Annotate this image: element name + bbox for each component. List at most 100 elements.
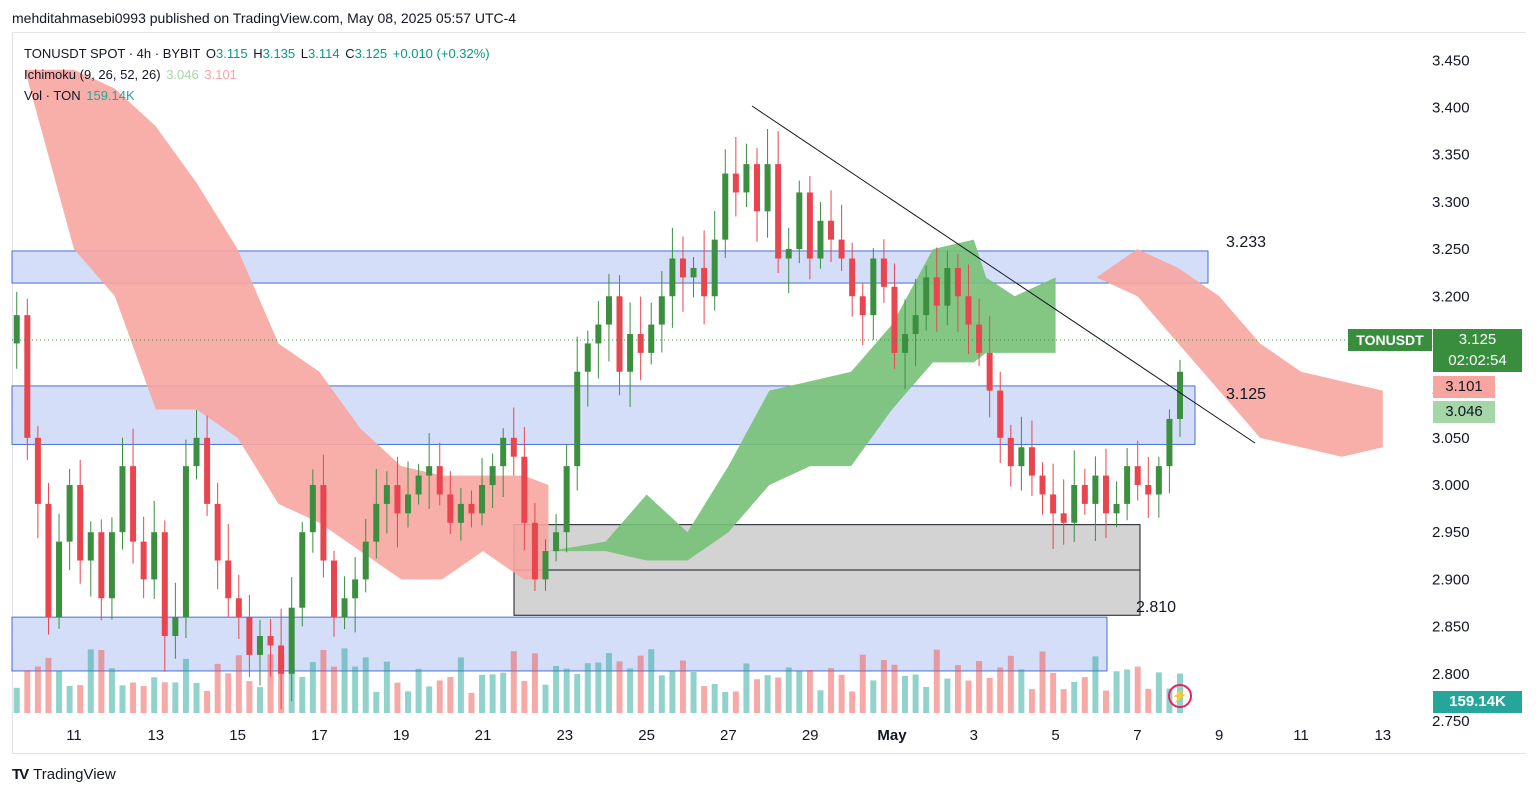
x-tick-7: 25 — [638, 727, 655, 744]
x-tick-6: 23 — [556, 727, 573, 744]
legend-o-label: O — [205, 46, 217, 61]
volume-bar-45 — [489, 674, 496, 713]
y-tick-5: 3.200 — [1432, 288, 1470, 305]
x-tick-9: 29 — [802, 727, 819, 744]
volume-bar-100 — [1071, 681, 1078, 713]
x-tick-3: 17 — [311, 727, 328, 744]
candle-body-6 — [77, 485, 84, 561]
candle-body-69 — [743, 164, 750, 193]
candle-body-61 — [658, 296, 665, 325]
legend-ichimoku: Ichimoku (9, 26, 52, 26) 3.046 3.101 — [24, 67, 239, 82]
candle-body-100 — [1071, 485, 1078, 523]
candle-body-37 — [405, 494, 412, 514]
ichimoku-value-b: 3.101 — [204, 67, 237, 82]
candle-body-29 — [320, 485, 327, 561]
tradingview-icon: TV — [12, 766, 29, 783]
legend-ohlc: TONUSDT SPOT · 4h · BYBIT O3.115 H3.135 … — [24, 46, 492, 61]
x-tick-2: 15 — [229, 727, 246, 744]
x-tick-8: 27 — [720, 727, 737, 744]
volume-bar-19 — [214, 663, 221, 713]
candle-body-1 — [24, 315, 31, 438]
candle-body-14 — [161, 532, 168, 637]
candle-body-19 — [214, 503, 221, 561]
y-tick-12: 2.850 — [1432, 619, 1470, 636]
candle-body-31 — [341, 598, 348, 618]
candle-body-105 — [1124, 466, 1131, 504]
volume-bar-107 — [1145, 688, 1152, 713]
volume-bar-7 — [87, 649, 94, 713]
candle-body-34 — [373, 503, 380, 542]
volume-bar-29 — [320, 649, 327, 713]
volume-bar-53 — [574, 674, 581, 713]
volume-bar-23 — [256, 687, 263, 713]
volume-bar-15 — [172, 682, 179, 713]
volume-bar-51 — [553, 665, 560, 713]
volume-bar-103 — [1102, 690, 1109, 713]
volume-bar-104 — [1113, 671, 1120, 713]
volume-bar-3 — [45, 657, 52, 713]
candle-body-16 — [182, 466, 189, 618]
candle-body-95 — [1018, 447, 1025, 467]
candle-body-53 — [574, 371, 581, 467]
volume-bar-8 — [98, 649, 105, 713]
candle-body-55 — [595, 324, 602, 344]
volume-bar-87 — [933, 649, 940, 713]
candle-body-18 — [204, 437, 211, 504]
x-tick-0: 11 — [66, 727, 82, 744]
candle-body-3 — [45, 503, 52, 618]
candle-body-103 — [1102, 475, 1109, 514]
volume-bar-42 — [457, 657, 464, 713]
volume-bar-68 — [732, 691, 739, 713]
volume-bar-80 — [859, 654, 866, 713]
candle-body-40 — [436, 466, 443, 495]
x-tick-16: 13 — [1374, 727, 1391, 744]
volume-bar-78 — [838, 674, 845, 713]
candle-body-38 — [415, 475, 422, 495]
volume-bar-32 — [352, 666, 359, 713]
candle-body-84 — [902, 334, 909, 353]
x-tick-15: 11 — [1293, 727, 1309, 744]
volume-bar-38 — [415, 668, 422, 713]
candle-body-78 — [838, 239, 845, 259]
volume-bar-108 — [1155, 672, 1162, 713]
volume-bar-88 — [944, 678, 951, 713]
candle-body-88 — [944, 267, 951, 306]
volume-bar-9 — [108, 668, 115, 713]
last-price-value: 3.125 — [1458, 331, 1497, 348]
candles-layer — [13, 128, 1183, 710]
volume-bar-92 — [986, 677, 993, 713]
annotation-upper-zone: 3.233 — [1226, 234, 1267, 251]
ichimoku-cloud-bear-2 — [986, 249, 1383, 457]
volume-bar-95 — [1018, 669, 1025, 713]
volume-bar-85 — [912, 674, 919, 713]
candle-body-57 — [616, 296, 623, 372]
candle-body-11 — [130, 466, 137, 542]
candle-body-72 — [775, 164, 782, 259]
candle-body-58 — [627, 334, 634, 372]
volume-bar-14 — [161, 682, 168, 713]
volume-bar-67 — [722, 692, 729, 713]
volume-bar-94 — [1007, 655, 1014, 713]
candle-body-44 — [479, 485, 486, 514]
y-tick-14: 2.750 — [1432, 713, 1470, 730]
candle-body-2 — [34, 437, 41, 504]
volume-tag: 159.14K — [1433, 691, 1522, 713]
support-zone-2 — [11, 616, 1108, 672]
candle-body-28 — [309, 485, 316, 533]
y-tick-1: 3.400 — [1432, 100, 1470, 117]
candle-body-66 — [711, 239, 718, 297]
legend-symbol: TONUSDT SPOT · 4h · BYBIT — [24, 46, 201, 61]
volume-bar-30 — [330, 666, 337, 713]
candle-body-27 — [299, 532, 306, 608]
volume-bar-49 — [531, 653, 538, 713]
volume-bar-89 — [954, 665, 961, 713]
annotation-mid-zone: 3.125 — [1226, 386, 1267, 403]
replay-icon[interactable]: ⚡ — [1168, 684, 1192, 708]
y-tick-3: 3.300 — [1432, 194, 1470, 211]
candle-body-76 — [817, 220, 824, 259]
volume-label: Vol · TON — [24, 88, 81, 103]
volume-bar-96 — [1028, 689, 1035, 713]
trendline — [751, 105, 1256, 444]
volume-bar-62 — [669, 670, 676, 713]
